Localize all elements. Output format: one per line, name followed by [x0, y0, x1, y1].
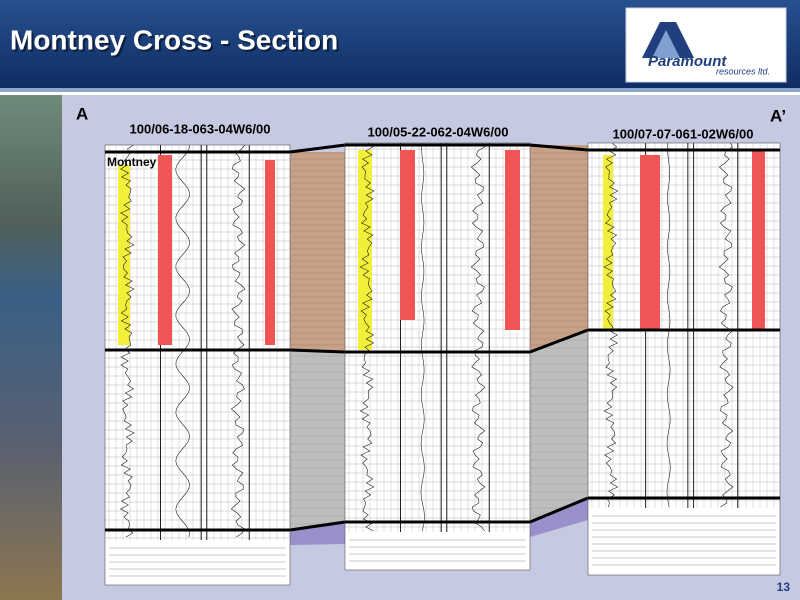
log-curve: [359, 142, 375, 532]
base-zone: [290, 522, 345, 545]
log-curve: [119, 144, 135, 538]
resistivity-fill: [505, 150, 520, 330]
correlation-line: [289, 520, 346, 532]
gamma-fill: [358, 150, 372, 350]
log-strip: [344, 142, 531, 571]
logo-name: Paramount: [648, 53, 727, 70]
logo-mark-inner: [652, 30, 680, 58]
correlation-line: [529, 143, 589, 152]
gamma-fill: [603, 155, 613, 330]
page-number: 13: [777, 580, 791, 594]
shale-zone: [530, 145, 588, 352]
gamma-fill: [118, 165, 130, 345]
section-start-label: A: [76, 104, 88, 123]
base-zone: [530, 498, 588, 537]
resistivity-fill: [158, 155, 172, 345]
side-photo: [0, 95, 62, 600]
well-name: 100/05-22-062-04W6/00: [368, 124, 509, 139]
log-curve: [175, 144, 190, 538]
log-curve: [718, 142, 734, 508]
well-name: 100/06-18-063-04W6/00: [130, 121, 271, 136]
shale-zone: [290, 152, 345, 352]
lower-zone: [290, 350, 345, 530]
log-strip: [104, 144, 291, 586]
log-curve: [470, 142, 486, 532]
log-curve: [420, 142, 425, 532]
log-strip: [587, 142, 781, 576]
title-shadow: Montney Cross - Section: [12, 26, 340, 57]
resistivity-fill: [265, 160, 275, 345]
correlation-line: [289, 348, 346, 354]
formation-label: Montney: [107, 155, 157, 169]
lower-zone: [530, 330, 588, 522]
resistivity-fill: [752, 150, 765, 330]
logo-subtitle: resources ltd.: [716, 66, 770, 76]
correlation-line: [289, 143, 346, 154]
slide-title: Montney Cross - Section: [10, 24, 338, 55]
log-curve: [603, 142, 619, 508]
resistivity-fill: [640, 155, 660, 330]
correlation-line: [529, 496, 589, 524]
resistivity-fill: [400, 150, 415, 320]
log-curve: [230, 144, 246, 538]
well-name: 100/07-07-061-02W6/00: [613, 126, 754, 141]
correlation-line: [529, 328, 589, 354]
section-end-label: A’: [770, 106, 786, 125]
log-curve: [666, 142, 671, 508]
header-rule: [0, 88, 800, 92]
